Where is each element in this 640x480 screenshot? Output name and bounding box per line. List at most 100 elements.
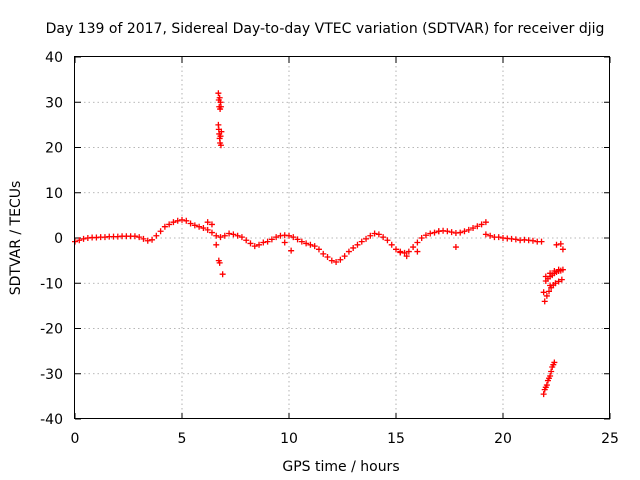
data-point xyxy=(288,247,295,254)
data-point xyxy=(161,223,168,230)
data-point xyxy=(333,258,340,265)
x-tick-label: 20 xyxy=(494,431,512,447)
data-point xyxy=(217,234,224,241)
x-axis-label: GPS time / hours xyxy=(282,459,399,475)
data-point xyxy=(495,234,502,241)
data-point xyxy=(170,219,177,226)
y-tick-label: 10 xyxy=(45,186,63,202)
data-point xyxy=(315,246,322,253)
plot-border xyxy=(74,56,610,419)
data-point xyxy=(311,243,318,250)
data-point xyxy=(328,257,335,264)
data-point xyxy=(482,219,489,226)
data-point xyxy=(422,232,429,239)
data-point xyxy=(294,236,301,243)
data-point xyxy=(431,229,438,236)
chart-title: Day 139 of 2017, Sidereal Day-to-day VTE… xyxy=(46,21,605,37)
data-point xyxy=(149,236,156,243)
data-point xyxy=(397,249,404,256)
data-point xyxy=(281,239,288,246)
data-point xyxy=(487,232,494,239)
data-point xyxy=(183,217,190,224)
data-point xyxy=(208,229,215,236)
data-point xyxy=(540,391,547,398)
data-point xyxy=(230,231,237,238)
data-point xyxy=(393,246,399,253)
data-point xyxy=(221,232,228,239)
data-point xyxy=(540,289,547,296)
data-point xyxy=(403,253,410,260)
data-point xyxy=(273,234,280,241)
y-tick-label: -10 xyxy=(40,276,63,292)
data-point xyxy=(457,229,464,236)
data-point xyxy=(216,94,223,101)
data-point xyxy=(256,241,263,248)
data-point xyxy=(191,222,198,229)
data-point xyxy=(548,368,555,375)
data-point xyxy=(216,259,223,266)
data-point xyxy=(226,230,233,237)
data-point xyxy=(213,241,220,248)
data-point xyxy=(217,133,224,140)
data-point xyxy=(371,230,378,237)
data-points xyxy=(72,90,566,398)
data-point xyxy=(555,278,562,285)
data-point xyxy=(418,235,425,241)
data-point xyxy=(136,234,143,241)
data-point xyxy=(268,236,275,243)
data-point xyxy=(375,231,382,238)
data-point xyxy=(260,239,267,246)
tick-labels: 0 5 10 15 20 25 -40 -30 -20 -10 0 10 20 30 40 xyxy=(40,50,619,447)
data-point xyxy=(187,220,194,227)
data-point xyxy=(320,250,327,257)
data-point xyxy=(298,238,305,245)
data-point xyxy=(307,241,314,248)
y-axis-label: SDTVAR / TECUs xyxy=(8,181,24,296)
data-point xyxy=(76,237,83,244)
y-tick-label: 20 xyxy=(45,141,63,157)
data-point xyxy=(551,359,558,366)
data-point xyxy=(217,103,224,110)
data-point xyxy=(131,233,138,240)
data-point xyxy=(243,237,250,244)
data-point xyxy=(153,232,160,239)
data-point xyxy=(208,221,215,228)
x-tick-label: 25 xyxy=(601,431,619,447)
data-point xyxy=(354,241,361,248)
data-point xyxy=(157,228,164,235)
data-point xyxy=(380,234,387,241)
data-point xyxy=(410,244,417,251)
y-tick-label: -40 xyxy=(40,412,63,428)
data-point xyxy=(341,253,348,260)
data-point xyxy=(465,226,472,233)
data-point xyxy=(215,90,222,97)
data-point xyxy=(166,221,173,228)
data-point xyxy=(179,216,185,223)
x-tick-label: 5 xyxy=(178,431,187,447)
data-point xyxy=(144,237,151,244)
data-point xyxy=(350,244,357,251)
data-point xyxy=(543,292,550,299)
data-point xyxy=(384,237,391,244)
y-tick-label: 40 xyxy=(45,50,63,66)
data-point xyxy=(388,241,395,248)
data-point xyxy=(448,229,455,236)
data-point xyxy=(482,231,489,238)
data-point xyxy=(444,228,451,235)
y-tick-label: -20 xyxy=(40,322,63,338)
data-point xyxy=(234,232,241,239)
data-point xyxy=(219,271,226,278)
data-point xyxy=(213,232,220,239)
data-point xyxy=(557,240,564,247)
y-tick-label: -30 xyxy=(40,367,63,383)
x-tick-label: 10 xyxy=(280,431,298,447)
data-point xyxy=(547,282,554,289)
data-point xyxy=(238,234,245,241)
data-point xyxy=(474,223,481,230)
data-point xyxy=(553,241,560,248)
data-point xyxy=(414,239,421,246)
data-point xyxy=(414,248,421,255)
data-point xyxy=(290,234,297,241)
data-point xyxy=(345,248,352,255)
